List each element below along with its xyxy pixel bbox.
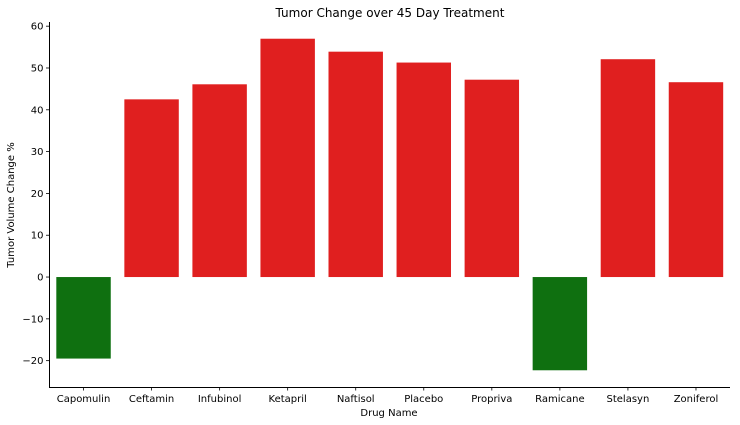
y-tick-label: 0 xyxy=(37,273,43,284)
bar-zoniferol xyxy=(668,82,724,278)
chart-title: Tumor Change over 45 Day Treatment xyxy=(275,6,505,20)
x-tick-label: Ramicane xyxy=(535,394,585,405)
x-tick-label: Naftisol xyxy=(337,394,375,405)
x-tick-label: Stelasyn xyxy=(607,394,650,405)
bar-propriva xyxy=(464,79,520,278)
y-tick-label: −20 xyxy=(22,356,43,367)
x-tick-label: Placebo xyxy=(404,394,443,405)
x-tick-label: Propriva xyxy=(471,394,512,405)
y-tick-label: 60 xyxy=(31,22,44,33)
bar-infubinol xyxy=(192,84,247,278)
y-axis-label: Tumor Volume Change % xyxy=(6,142,17,268)
x-tick-label: Zoniferol xyxy=(674,394,719,405)
x-tick-label: Ceftamin xyxy=(129,394,174,405)
bar-ketapril xyxy=(260,38,315,278)
x-tick-label: Ketapril xyxy=(269,394,307,405)
y-tick-label: 10 xyxy=(31,231,44,242)
y-tick-label: −10 xyxy=(22,314,43,325)
bar-stelasyn xyxy=(600,59,656,278)
x-axis-ticks: Capomulin Ceftamin Infubinol Ketapril Naftis… xyxy=(57,387,719,405)
bar-ramicane xyxy=(532,277,588,371)
y-axis-ticks: −20 −10 0 10 20 30 40 50 60 xyxy=(22,22,50,367)
bars-layer xyxy=(56,38,724,371)
y-tick-label: 20 xyxy=(31,189,44,200)
x-tick-label: Capomulin xyxy=(57,394,111,405)
bar-placebo xyxy=(396,62,451,278)
bar-naftisol xyxy=(328,51,383,278)
x-tick-label: Infubinol xyxy=(198,394,242,405)
bar-capomulin xyxy=(56,277,111,359)
y-tick-label: 30 xyxy=(31,147,44,158)
x-axis-label: Drug Name xyxy=(360,408,417,419)
y-tick-label: 50 xyxy=(31,63,44,74)
bar-ceftamin xyxy=(124,99,179,278)
y-tick-label: 40 xyxy=(31,105,44,116)
